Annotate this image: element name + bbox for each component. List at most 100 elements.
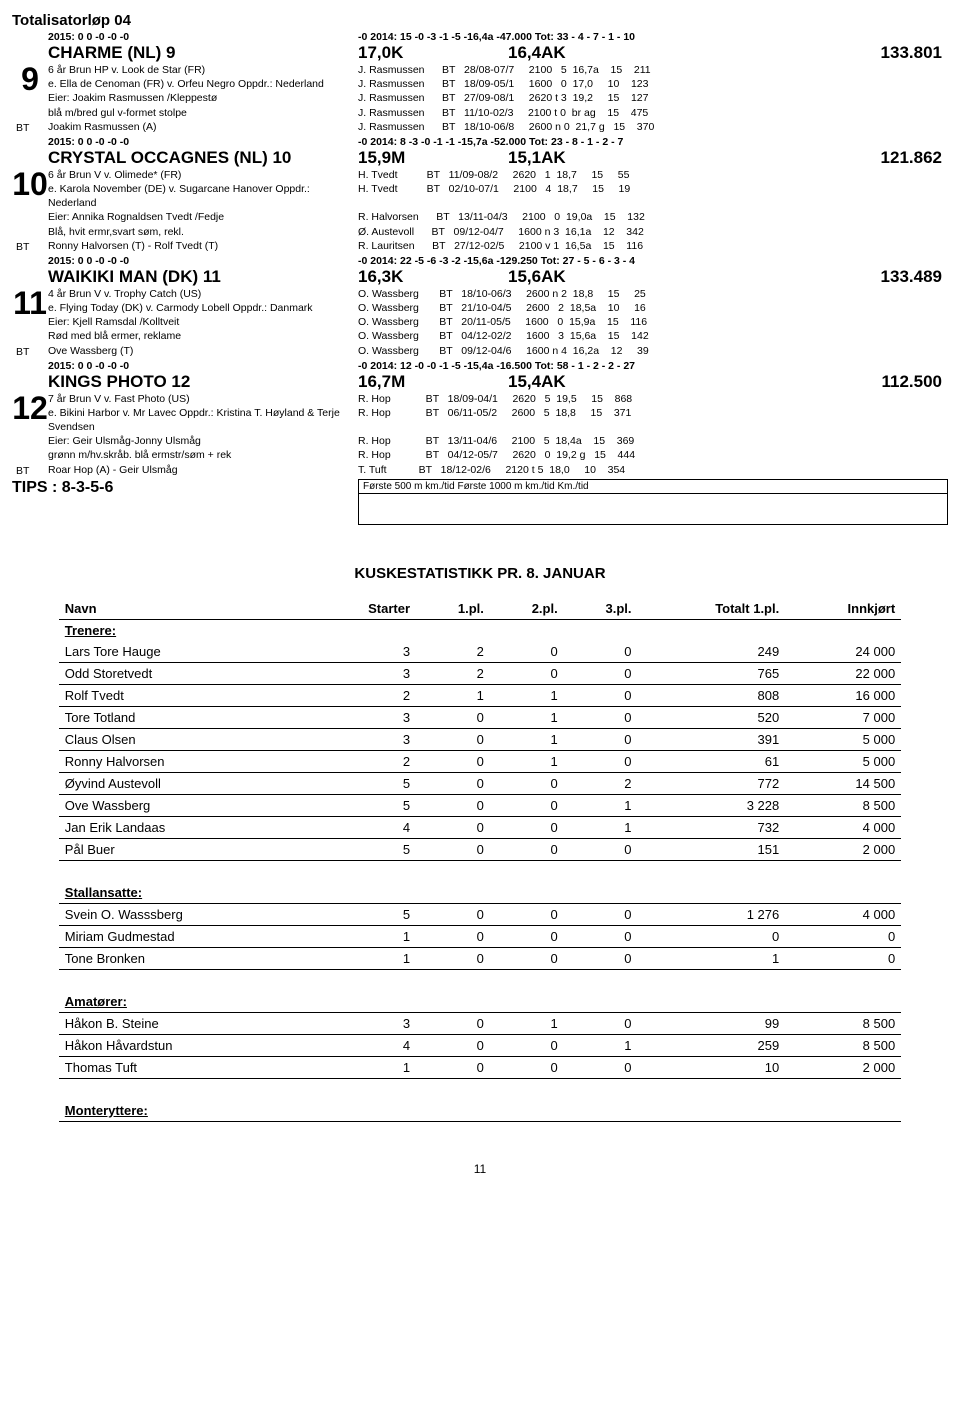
stats-cell: Rolf Tvedt [59,684,312,706]
stats-cell: 1 [490,684,564,706]
detail-right: J. Rasmussen BT 18/09-05/1 1600 0 17,0 1… [358,77,948,91]
stats-cell: 0 [490,947,564,969]
stats-section-header: Trenere: [59,619,901,641]
stats-cell: 4 000 [785,903,901,925]
stats-cell: 22 000 [785,662,901,684]
detail-left: Eier: Joakim Rasmussen /Kleppestø [48,91,358,105]
stats-cell: 259 [638,1034,786,1056]
stats-cell: 0 [490,838,564,860]
stats-cell: Ronny Halvorsen [59,750,312,772]
stat-2015: 2015: 0 0 -0 -0 -0 [48,31,358,43]
detail-left: Joakim Rasmussen (A) [48,120,358,134]
stat-2015: 2015: 0 0 -0 -0 -0 [48,255,358,267]
stats-cell: Øyvind Austevoll [59,772,312,794]
stats-row: Ronny Halvorsen2010615 000 [59,750,901,772]
stats-cell: 1 [416,684,490,706]
horse-number: 9 [12,45,48,95]
stats-col-header: 3.pl. [564,598,638,620]
detail-row: Rød med blå ermer, reklameO. Wassberg BT… [48,329,948,343]
stats-cell: 808 [638,684,786,706]
stats-cell: 5 [311,903,416,925]
stats-cell: 3 [311,1012,416,1034]
stats-cell: 1 [564,816,638,838]
detail-right: J. Rasmussen BT 18/10-06/8 2600 n 0 21,7… [358,120,948,134]
stats-cell: 0 [416,772,490,794]
detail-row: 7 år Brun V v. Fast Photo (US)R. Hop BT … [48,392,948,406]
detail-right: J. Rasmussen BT 11/10-02/3 2100 t 0 br a… [358,106,948,120]
stats-row: Jan Erik Landaas40017324 000 [59,816,901,838]
horse-number: 12 [12,374,48,424]
stat-2015: 2015: 0 0 -0 -0 -0 [48,360,358,372]
stats-cell: Håkon B. Steine [59,1012,312,1034]
stats-row: Odd Storetvedt320076522 000 [59,662,901,684]
horse-name: WAIKIKI MAN (DK) 11 [48,267,358,287]
tips-box: Første 500 m km./tid Første 1000 m km./t… [358,479,948,525]
stats-cell: 0 [564,641,638,663]
stats-cell: 3 [311,706,416,728]
detail-right: R. Hop BT 18/09-04/1 2620 5 19,5 15 868 [358,392,948,406]
detail-right: R. Halvorsen BT 13/11-04/3 2100 0 19,0a … [358,210,948,224]
horse-money: 133.489 [638,267,948,287]
horse-record: 15,4AK [508,372,638,392]
detail-right: O. Wassberg BT 09/12-04/6 1600 n 4 16,2a… [358,344,948,358]
stats-cell: 0 [564,947,638,969]
detail-left: blå m/bred gul v-formet stolpe [48,106,358,120]
stats-cell: 520 [638,706,786,728]
detail-row: Eier: Annika Rognaldsen Tvedt /FedjeR. H… [48,210,948,224]
stats-cell: 1 [311,1056,416,1078]
stats-cell: Thomas Tuft [59,1056,312,1078]
stats-cell: 0 [416,947,490,969]
horse-dist: 16,7M [358,372,508,392]
detail-right: R. Hop BT 13/11-04/6 2100 5 18,4a 15 369 [358,434,948,448]
stats-cell: Tone Bronken [59,947,312,969]
stats-cell: 2 000 [785,1056,901,1078]
detail-left: Ove Wassberg (T) [48,344,358,358]
stats-col-header: Navn [59,598,312,620]
horse-name: CRYSTAL OCCAGNES (NL) 10 [48,148,358,168]
bt-prefix: BT [16,122,29,134]
stats-col-header: 1.pl. [416,598,490,620]
stats-cell: 0 [490,925,564,947]
detail-row: Eier: Geir Ulsmåg-Jonny UlsmågR. Hop BT … [48,434,948,448]
stats-cell: 61 [638,750,786,772]
stats-cell: 0 [785,925,901,947]
detail-left: Ronny Halvorsen (T) - Rolf Tvedt (T) [48,239,358,253]
stats-cell: 151 [638,838,786,860]
detail-row: Roar Hop (A) - Geir UlsmågT. Tuft BT 18/… [48,463,948,477]
stats-row: Ove Wassberg50013 2288 500 [59,794,901,816]
stats-cell: 1 [490,706,564,728]
stats-cell: 1 [564,1034,638,1056]
bt-prefix: BT [16,346,29,358]
detail-row: Ove Wassberg (T)O. Wassberg BT 09/12-04/… [48,344,948,358]
stats-cell: 1 [311,925,416,947]
detail-left: Eier: Annika Rognaldsen Tvedt /Fedje [48,210,358,224]
stats-section-header: Amatører: [59,991,901,1013]
detail-right: O. Wassberg BT 21/10-04/5 2600 2 18,5a 1… [358,301,948,315]
detail-row: Eier: Kjell Ramsdal /KolltveitO. Wassber… [48,315,948,329]
detail-row: Joakim Rasmussen (A)J. Rasmussen BT 18/1… [48,120,948,134]
stats-cell: 249 [638,641,786,663]
stats-cell: 0 [416,925,490,947]
stats-cell: 2 [416,641,490,663]
stats-row: Tore Totland30105207 000 [59,706,901,728]
stats-cell: 0 [564,1012,638,1034]
stats-cell: 0 [490,772,564,794]
page-number: 11 [12,1162,948,1176]
stats-cell: 0 [416,794,490,816]
detail-row: 4 år Brun V v. Trophy Catch (US)O. Wassb… [48,287,948,301]
stats-row: Tone Bronken100010 [59,947,901,969]
detail-row: blå m/bred gul v-formet stolpeJ. Rasmuss… [48,106,948,120]
stats-section-header: Stallansatte: [59,882,901,904]
stats-cell: 0 [564,903,638,925]
stats-cell: 0 [416,1056,490,1078]
detail-left: Eier: Geir Ulsmåg-Jonny Ulsmåg [48,434,358,448]
stats-cell: 2 000 [785,838,901,860]
horse-number: 10 [12,150,48,200]
tips: TIPS : 8-3-5-6 [12,479,358,525]
stats-row: Håkon Håvardstun40012598 500 [59,1034,901,1056]
stats-row: Thomas Tuft1000102 000 [59,1056,901,1078]
stats-row: Øyvind Austevoll500277214 500 [59,772,901,794]
stats-cell: Miriam Gudmestad [59,925,312,947]
tips-box-header: Første 500 m km./tid Første 1000 m km./t… [359,480,947,494]
stats-cell: 0 [490,662,564,684]
